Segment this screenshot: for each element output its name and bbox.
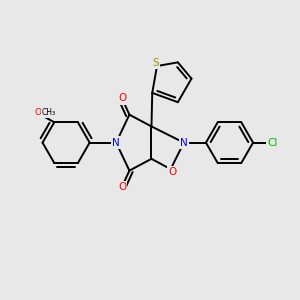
- Text: S: S: [152, 58, 159, 68]
- Text: O: O: [168, 167, 176, 177]
- Text: Cl: Cl: [267, 138, 278, 148]
- Text: CH₃: CH₃: [41, 108, 56, 117]
- Text: O: O: [118, 94, 126, 103]
- Text: N: N: [112, 138, 120, 148]
- Text: O: O: [118, 182, 126, 192]
- Text: O: O: [34, 108, 41, 117]
- Text: N: N: [180, 138, 188, 148]
